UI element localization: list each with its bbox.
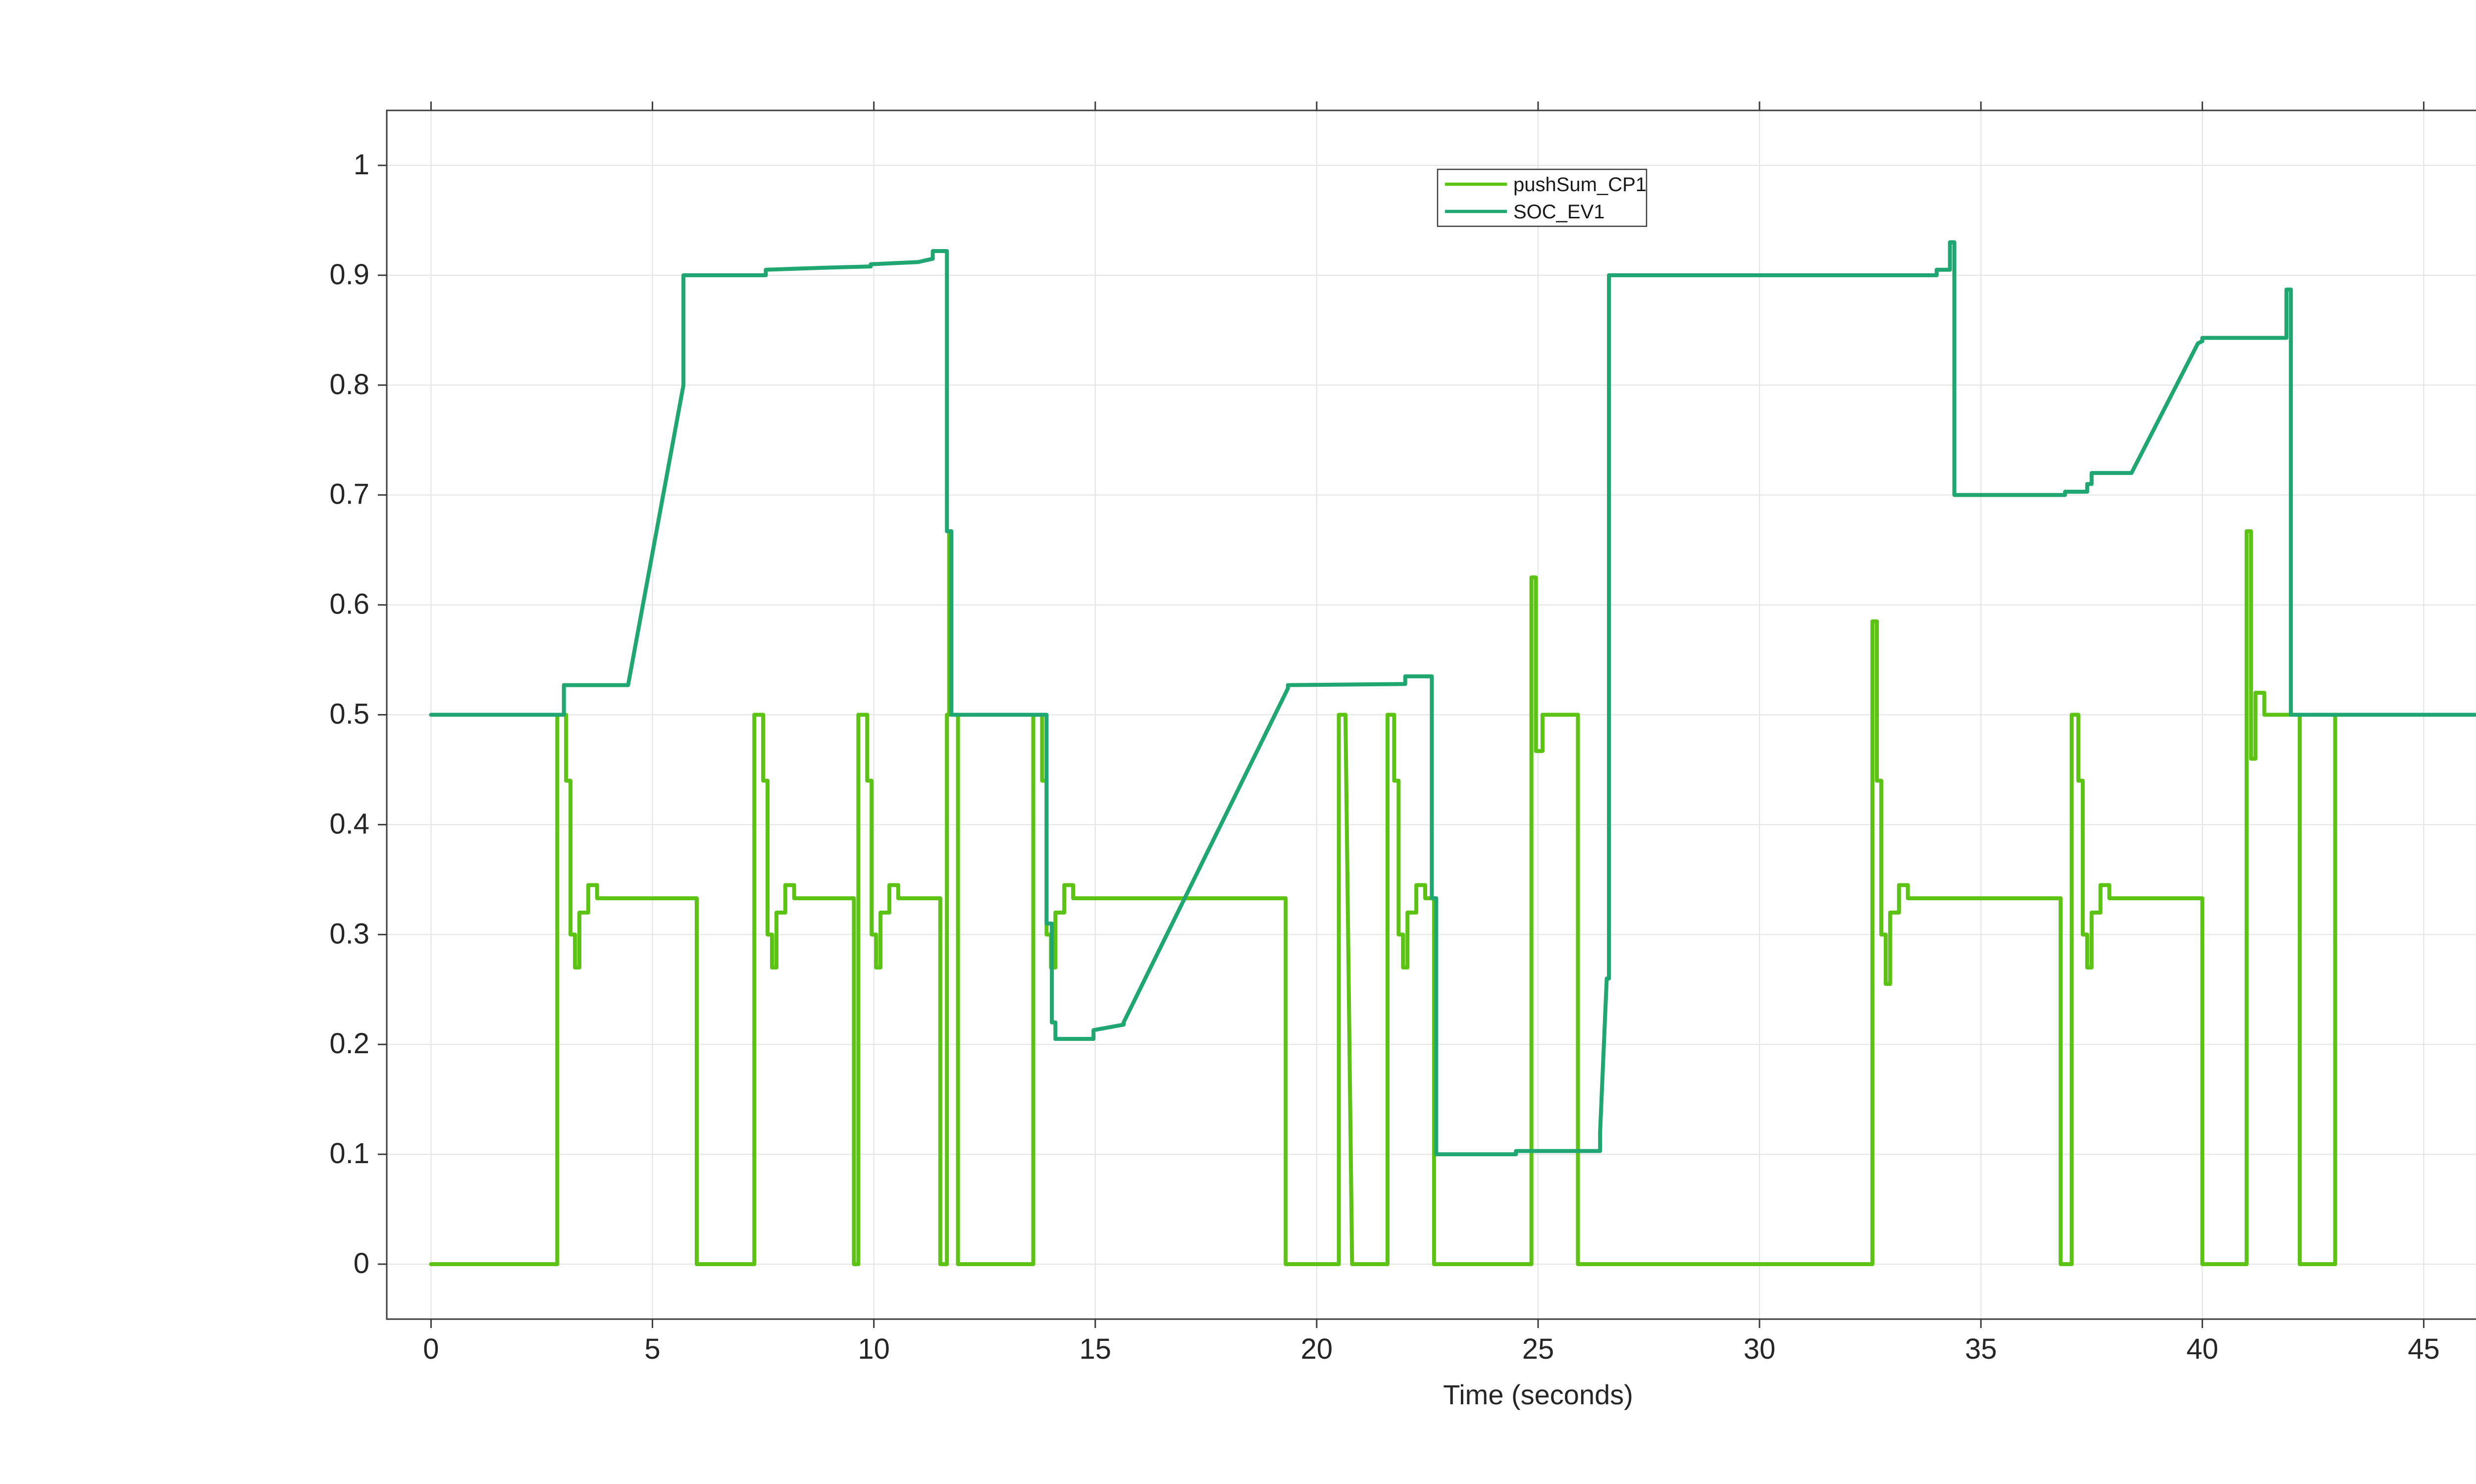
svg-text:15: 15 bbox=[1080, 1333, 1112, 1365]
svg-text:0: 0 bbox=[423, 1333, 439, 1365]
svg-text:Time (seconds): Time (seconds) bbox=[1443, 1379, 1633, 1410]
svg-text:0.8: 0.8 bbox=[329, 368, 369, 401]
svg-text:10: 10 bbox=[858, 1333, 890, 1365]
svg-text:5: 5 bbox=[644, 1333, 660, 1365]
svg-text:0: 0 bbox=[354, 1247, 369, 1279]
svg-text:45: 45 bbox=[2408, 1333, 2440, 1365]
svg-text:0.5: 0.5 bbox=[329, 698, 369, 730]
svg-text:0.2: 0.2 bbox=[329, 1027, 369, 1060]
svg-text:SOC_EV1: SOC_EV1 bbox=[1513, 201, 1605, 223]
svg-text:1: 1 bbox=[354, 149, 369, 181]
svg-text:20: 20 bbox=[1301, 1333, 1333, 1365]
svg-text:35: 35 bbox=[1965, 1333, 1997, 1365]
svg-text:0.3: 0.3 bbox=[329, 918, 369, 950]
svg-text:0.9: 0.9 bbox=[329, 258, 369, 291]
svg-text:0.7: 0.7 bbox=[329, 478, 369, 511]
svg-text:0.1: 0.1 bbox=[329, 1137, 369, 1170]
svg-text:30: 30 bbox=[1744, 1333, 1776, 1365]
svg-text:0.6: 0.6 bbox=[329, 588, 369, 620]
svg-text:40: 40 bbox=[2186, 1333, 2218, 1365]
svg-text:0.4: 0.4 bbox=[329, 808, 369, 840]
svg-text:25: 25 bbox=[1522, 1333, 1554, 1365]
svg-text:pushSum_CP1: pushSum_CP1 bbox=[1513, 174, 1647, 196]
